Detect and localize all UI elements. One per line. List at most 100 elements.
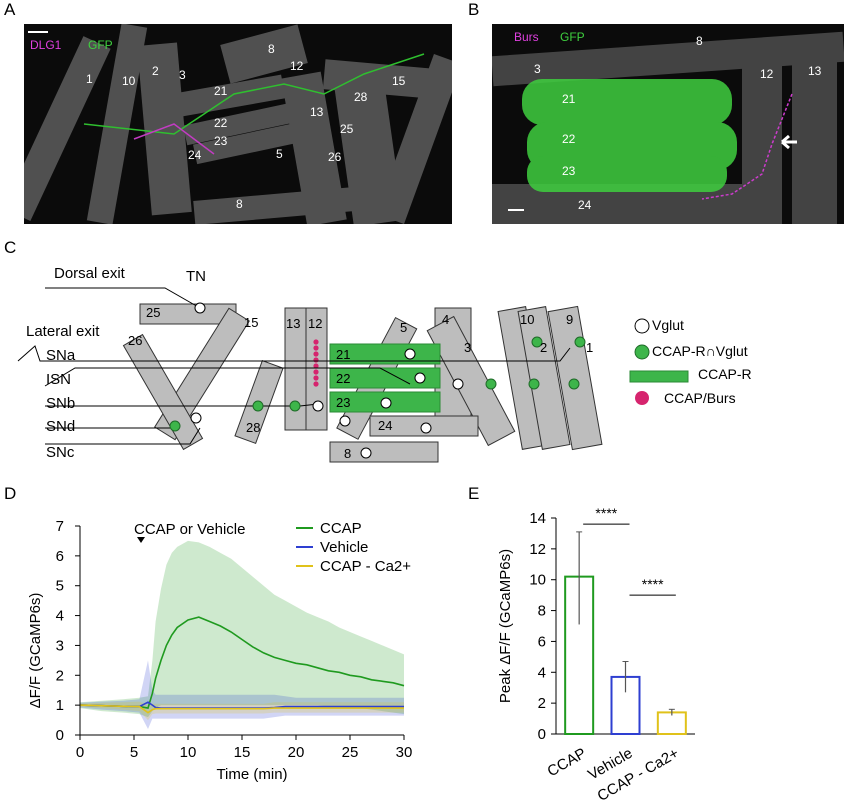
y-tick-label: 0 [538, 726, 546, 743]
nerve-label-snc: SNc [46, 444, 75, 461]
y-tick-label: 1 [56, 697, 64, 714]
muscle-label: 13 [310, 105, 324, 119]
y-tick-label: 12 [529, 541, 546, 558]
muscle-label: 12 [290, 59, 304, 73]
muscle-schematic [17, 287, 603, 463]
muscle-label: 12 [308, 316, 323, 331]
significance-label: **** [642, 576, 664, 592]
panel-label-b: B [468, 0, 480, 19]
y-tick-label: 4 [538, 664, 546, 681]
bar [656, 711, 687, 735]
legend-entry: CCAP [320, 520, 362, 537]
muscle-label: 23 [214, 134, 228, 148]
series-band-1 [80, 660, 404, 729]
series-line-2 [79, 704, 404, 714]
x-tick-label: 0 [76, 744, 84, 761]
muscle-label: 1 [86, 72, 93, 86]
muscle-label: 5 [276, 147, 283, 161]
x-tick-label: 15 [234, 744, 251, 761]
muscle-label: 3 [179, 68, 186, 82]
muscle-label: 12 [760, 67, 774, 81]
y-tick-label: 14 [529, 510, 546, 527]
micrograph-a-drawing [24, 24, 452, 224]
x-axis-label: Time (min) [216, 766, 287, 783]
muscle-label: 3 [534, 62, 541, 76]
muscle-label: 5 [400, 320, 408, 335]
annotation-marker [137, 537, 145, 543]
muscle-label: 10 [520, 312, 535, 327]
panel-label-e: E [468, 484, 480, 503]
muscle-label: 13 [808, 64, 822, 78]
y-tick-label: 10 [529, 572, 546, 589]
muscle-label: 22 [336, 371, 351, 386]
series-band-0 [80, 540, 404, 718]
muscle-label: 24 [188, 148, 202, 162]
legend-ccap-burs-symbol [635, 391, 649, 405]
muscle-label: 21 [336, 347, 351, 362]
y-tick-label: 2 [56, 667, 64, 684]
y-tick-label: 6 [538, 633, 546, 650]
y-axis-label: ΔF/F (GCaMP6s) [27, 593, 44, 709]
muscle-label: 24 [578, 198, 592, 212]
x-tick-label: 20 [288, 744, 305, 761]
legend-vglut-label: Vglut [652, 317, 684, 333]
nerve-label-tn: TN [186, 268, 206, 285]
x-tick-label: 5 [130, 744, 138, 761]
channel-label-dlg1: DLG1 [30, 38, 62, 52]
x-tick-label: 10 [180, 744, 197, 761]
muscle-label: 25 [340, 122, 354, 136]
muscle-label: 13 [286, 316, 301, 331]
muscle-label: 2 [152, 64, 159, 78]
x-tick-label: 30 [396, 744, 413, 761]
panel-label-d: D [4, 484, 17, 503]
muscle-label: 22 [562, 132, 576, 146]
muscle-label: 3 [464, 340, 472, 355]
muscle-label: 24 [378, 418, 393, 433]
muscle-label: 23 [562, 164, 576, 178]
x-tick-label: 25 [342, 744, 359, 761]
muscle-label: 26 [128, 333, 143, 348]
muscle-label: 22 [214, 116, 228, 130]
y-tick-label: 8 [538, 603, 546, 620]
significance-label: **** [595, 505, 617, 521]
nerve-label-sna: SNa [46, 347, 76, 364]
nerve-label-snb: SNb [46, 395, 76, 412]
category-label: CCAP [545, 745, 590, 781]
lateral-exit-label: Lateral exit [26, 323, 100, 340]
series-line-0 [79, 616, 405, 710]
y-tick-label: 5 [56, 578, 64, 595]
legend-ccapr-label: CCAP-R [698, 366, 752, 382]
muscle-label: 15 [392, 74, 406, 88]
muscle-label: 2 [540, 340, 548, 355]
panel-label-a: A [4, 0, 16, 19]
channel-label-gfp: GFP [560, 30, 585, 44]
legend-ccapr-vglut-symbol [634, 344, 650, 360]
y-tick-label: 4 [56, 608, 64, 625]
micrograph-b: Burs GFP 3 8 12 13 21 22 23 24 [492, 24, 844, 224]
y-tick-label: 3 [56, 637, 64, 654]
muscle-label: 15 [244, 315, 259, 330]
line-chart-calcium: 0 5 10 15 20 25 30 0 1 2 3 4 5 6 7 Time (min) ΔF/F (GCaM… [27, 518, 413, 783]
panel-label-c: C [4, 238, 17, 257]
micrograph-b-drawing [492, 31, 844, 224]
muscle-label: 28 [246, 420, 261, 435]
muscle-label: 21 [562, 92, 576, 106]
y-axis-label: Peak ΔF/F (GCaMP6s) [497, 549, 514, 703]
muscle-label: 21 [214, 84, 228, 98]
bar [610, 675, 641, 736]
y-tick-label: 2 [538, 695, 546, 712]
muscle-label: 25 [146, 305, 161, 320]
muscle-label: 1 [586, 340, 594, 355]
y-tick-label: 0 [56, 727, 64, 744]
muscle-label: 26 [328, 150, 342, 164]
schematic-legend-symbols [629, 318, 689, 405]
muscle-label: 8 [236, 197, 243, 211]
legend-ccapr-vglut-label: CCAP-R∩Vglut [652, 343, 748, 359]
channel-label-burs: Burs [514, 30, 539, 44]
muscle-label: 8 [344, 446, 352, 461]
muscle-label: 23 [336, 395, 351, 410]
y-tick-label: 6 [56, 548, 64, 565]
muscle-label: 4 [442, 312, 450, 327]
legend-entry: Vehicle [320, 539, 368, 556]
muscle-label: 9 [566, 312, 574, 327]
